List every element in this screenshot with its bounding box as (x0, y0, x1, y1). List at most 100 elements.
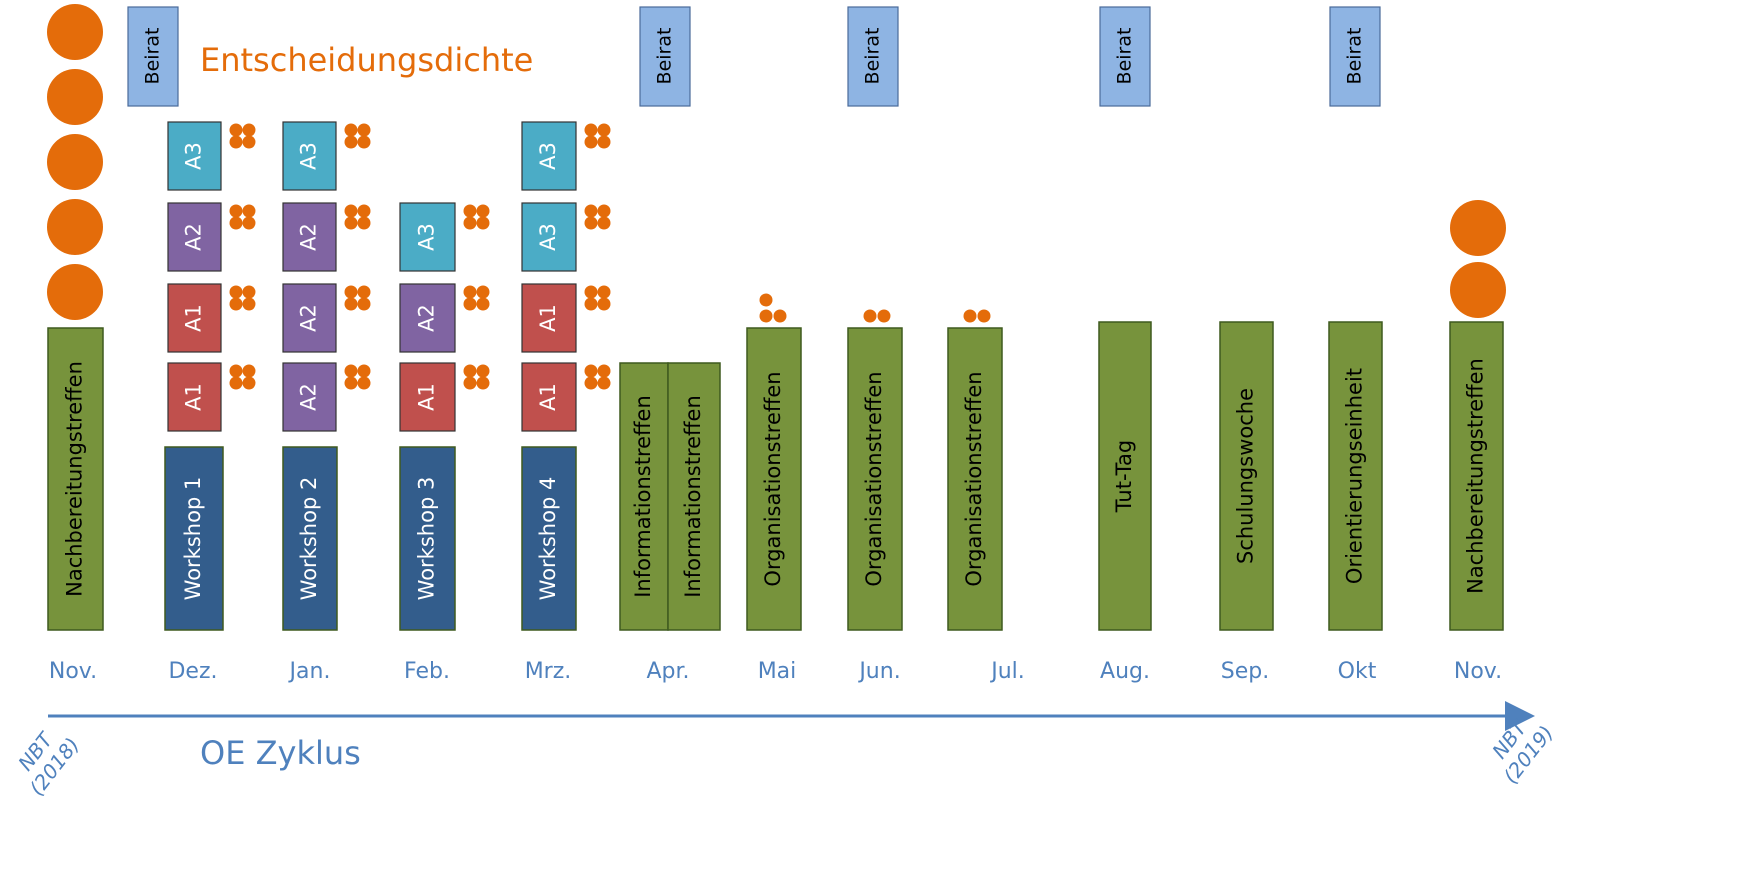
decision-dot (344, 123, 358, 137)
decision-dot (242, 123, 256, 137)
agenda-label: A3 (536, 223, 560, 251)
month-label: Jul. (989, 659, 1025, 684)
agenda-box (282, 283, 337, 353)
agenda-box (399, 362, 456, 432)
event-box (1219, 321, 1274, 631)
beirat-box (127, 6, 179, 107)
legend: Entscheidungsdichte (200, 41, 533, 79)
agenda-box (399, 283, 456, 353)
event-box (47, 327, 104, 631)
decision-dot-large (47, 134, 103, 190)
decision-dot (584, 123, 598, 137)
agenda-box (521, 362, 577, 432)
decision-dot (463, 364, 477, 378)
decision-dot (229, 216, 243, 230)
agenda-box (167, 121, 222, 191)
agenda-label: A2 (415, 304, 439, 332)
decision-dot (584, 204, 598, 218)
event-box (947, 327, 1003, 631)
decision-dot (344, 285, 358, 299)
agenda-label: A3 (182, 142, 206, 170)
decision-dot (476, 376, 490, 390)
decision-dot (242, 376, 256, 390)
axis-label: OE Zyklus (200, 734, 361, 772)
decision-dot (584, 364, 598, 378)
decision-dot (759, 293, 773, 307)
agenda-label: A2 (182, 223, 206, 251)
month-label: Feb. (404, 659, 450, 684)
beirat-box (639, 6, 691, 107)
event-box (1449, 321, 1504, 631)
decision-dot (344, 216, 358, 230)
agenda-box (167, 362, 222, 432)
month-label: Jun. (857, 659, 900, 684)
decision-dot (229, 204, 243, 218)
decision-dot (344, 364, 358, 378)
agenda-box (282, 121, 337, 191)
decision-dot (242, 216, 256, 230)
agenda-box (521, 121, 577, 191)
decision-dot (584, 135, 598, 149)
event-label: Schulungswoche (1234, 388, 1258, 564)
decision-dot-large (1450, 200, 1506, 256)
decision-dot (463, 285, 477, 299)
agenda-label: A1 (182, 304, 206, 332)
decision-dot-large (1450, 262, 1506, 318)
beirat-label: Beirat (654, 28, 676, 85)
decision-dot (597, 135, 611, 149)
event-label: Nachbereitungstreffen (63, 361, 87, 597)
agenda-label: A1 (182, 383, 206, 411)
agenda-box (282, 202, 337, 272)
event-label: Orientierungseinheit (1343, 368, 1367, 584)
decision-dot (597, 204, 611, 218)
decision-dot-large (47, 199, 103, 255)
decision-dot (344, 204, 358, 218)
event-label: Informationstreffen (681, 395, 705, 598)
cycle-end: NBT (2019) (1487, 715, 1558, 788)
beirat-box (1329, 6, 1381, 107)
agenda-label: A3 (415, 223, 439, 251)
decision-dot (229, 364, 243, 378)
decision-dot (463, 376, 477, 390)
decision-dot (977, 309, 991, 323)
event-box (282, 446, 338, 631)
decision-dot (584, 216, 598, 230)
decision-dot (597, 285, 611, 299)
decision-dot (242, 204, 256, 218)
beirat-box (847, 6, 899, 107)
month-label: Okt (1338, 659, 1377, 684)
decision-dot (229, 123, 243, 137)
decision-dot (357, 216, 371, 230)
decision-dot (476, 285, 490, 299)
beirat-label: Beirat (142, 28, 164, 85)
month-label: Aug. (1100, 659, 1150, 684)
event-label: Workshop 3 (415, 477, 439, 601)
decision-dot (229, 285, 243, 299)
beirat-box (1099, 6, 1151, 107)
decision-dot (963, 309, 977, 323)
beirat-label: Beirat (1344, 28, 1366, 85)
agenda-label: A1 (536, 383, 560, 411)
decision-dot (229, 376, 243, 390)
agenda-label: A2 (297, 304, 321, 332)
decision-dot (597, 364, 611, 378)
event-box (667, 362, 721, 631)
agenda-label: A1 (536, 304, 560, 332)
event-box (746, 327, 802, 631)
decision-dot (597, 297, 611, 311)
decision-dot (229, 297, 243, 311)
decision-dot (476, 216, 490, 230)
event-box (1098, 321, 1152, 631)
agenda-box (521, 202, 577, 272)
event-label: Nachbereitungstreffen (1464, 358, 1488, 594)
event-label: Workshop 1 (181, 477, 205, 601)
decision-dot (229, 135, 243, 149)
event-label: Tut-Tag (1112, 440, 1136, 513)
event-label: Workshop 2 (297, 477, 321, 601)
decision-dot-large (47, 69, 103, 125)
decision-dot (344, 376, 358, 390)
decision-dot (584, 285, 598, 299)
event-box (399, 446, 456, 631)
decision-dot (357, 297, 371, 311)
